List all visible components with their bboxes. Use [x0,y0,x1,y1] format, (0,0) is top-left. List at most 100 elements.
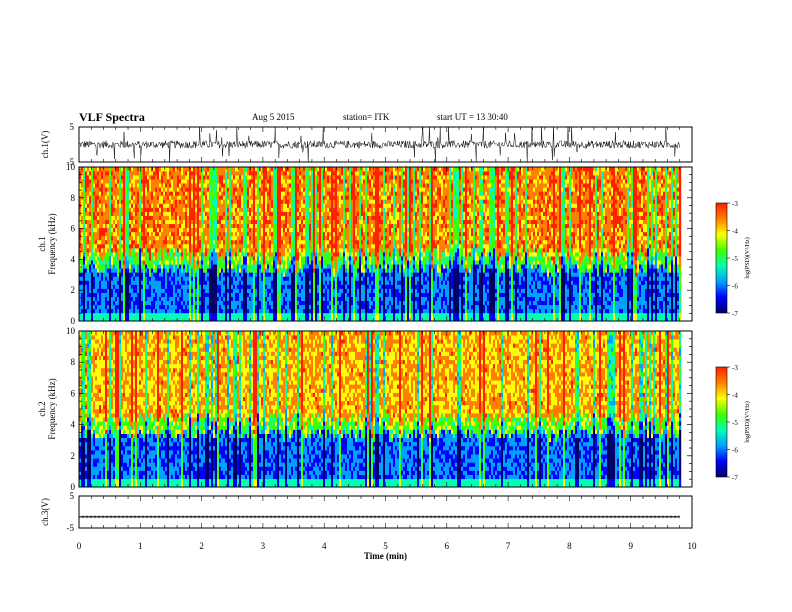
spectrogram-ch1-cell [81,301,83,305]
spectrogram-ch1-cell [97,232,99,236]
spectrogram-ch1-cell [153,179,155,183]
spectrogram-ch1-cell [277,191,279,195]
spectrogram-ch1-cell [305,268,307,272]
spectrogram-ch1-cell [165,272,167,276]
spectrogram-ch1-cell [197,232,199,236]
spectrogram-ch1-cell [275,313,277,317]
spectrogram-ch1-cell [213,264,215,268]
spectrogram-ch1-cell [143,280,145,284]
spectrogram-ch1-cell [201,293,203,297]
spectrogram-ch1-cell [91,272,93,276]
spectrogram-ch1-cell [207,260,209,264]
spectrogram-ch1-cell [135,191,137,195]
spectrogram-ch1-cell [279,228,281,232]
spectrogram-ch1-cell [135,208,137,212]
spectrogram-ch1-cell [191,244,193,248]
spectrogram-ch1-cell [97,171,99,175]
spectrogram-ch1-cell [251,276,253,280]
spectrogram-ch1-cell [219,224,221,228]
spectrogram-ch1-cell [81,199,83,203]
spectrogram-ch1-cell [225,309,227,313]
spectrogram-ch1-cell [173,175,175,179]
spectrogram-ch1-cell [209,313,211,317]
spectrogram-ch1-cell [143,232,145,236]
spectrogram-ch1-cell [221,301,223,305]
spectrogram-ch1-cell [203,297,205,301]
spectrogram-ch1-cell [109,285,111,289]
spectrogram-ch1-cell [99,272,101,276]
spectrogram-ch1-cell [111,301,113,305]
spectrogram-ch1-cell [131,171,133,175]
spectrogram-ch1-cell [125,309,127,313]
spectrogram-ch1-cell [221,244,223,248]
spectrogram-ch1-cell [329,167,331,171]
spectrogram-ch1-cell [131,313,133,317]
spectrogram-ch1-cell [155,272,157,276]
spectrogram-ch1-cell [209,289,211,293]
spectrogram-ch1-cell [317,244,319,248]
spectrogram-ch1-cell [157,240,159,244]
spectrogram-ch1-cell [177,175,179,179]
spectrogram-ch1-cell [131,305,133,309]
spectrogram-ch1-cell [135,285,137,289]
spectrogram-ch1-cell [147,167,149,171]
spectrogram-ch1-cell [179,264,181,268]
spectrogram-ch1-cell [147,183,149,187]
spectrogram-ch1-cell [307,260,309,264]
spectrogram-ch1-cell [149,264,151,268]
spectrogram-ch1-cell [277,203,279,207]
spectrogram-ch1-cell [135,313,137,317]
spectrogram-ch1-cell [233,167,235,171]
spectrogram-ch1-cell [273,285,275,289]
spectrogram-ch1-cell [153,203,155,207]
spectrogram-ch1-cell [265,260,267,264]
spectrogram-ch1-cell [133,216,135,220]
spectrogram-ch1-cell [301,203,303,207]
spectrogram-ch1-cell [133,256,135,260]
spectrogram-ch1-cell [277,289,279,293]
spectrogram-ch1-cell [299,301,301,305]
spectrogram-ch1-cell [275,285,277,289]
spectrogram-ch1-cell [329,199,331,203]
spectrogram-ch1-cell [91,175,93,179]
spectrogram-ch1-cell [329,187,331,191]
spectrogram-ch1-cell [99,309,101,313]
spectrogram-ch1-cell [121,191,123,195]
spectrogram-ch1-cell [177,285,179,289]
spectrogram-ch1-cell [135,232,137,236]
spectrogram-ch1-cell [245,272,247,276]
spectrogram-ch1-cell [315,232,317,236]
waveform-ch1-trace [79,127,680,162]
spectrogram-ch1-cell [189,240,191,244]
spectrogram-ch1-cell [299,264,301,268]
spectrogram-ch1-cell [331,191,333,195]
spectrogram-ch1-cell [143,191,145,195]
spectrogram-ch1-cell [97,183,99,187]
spectrogram-ch1-cell [213,236,215,240]
spectrogram-ch1-cell [239,199,241,203]
spectrogram-ch1-cell [225,244,227,248]
spectrogram-ch1-cell [81,252,83,256]
spectrogram-ch1-cell [323,244,325,248]
spectrogram-ch1-cell [113,224,115,228]
spectrogram-ch1-cell [225,224,227,228]
spectrogram-ch1-cell [165,305,167,309]
spectrogram-ch1-cell [263,240,265,244]
spectrogram-ch1-cell [123,199,125,203]
spectrogram-ch1-cell [267,276,269,280]
spectrogram-ch1-cell [233,297,235,301]
spectrogram-ch1-cell [223,301,225,305]
spectrogram-ch1-cell [91,191,93,195]
spectrogram-ch1-cell [97,313,99,317]
spectrogram-ch1-cell [297,260,299,264]
spectrogram-ch1-cell [297,297,299,301]
spectrogram-ch1-cell [261,280,263,284]
spectrogram-ch1-cell [231,268,233,272]
spectrogram-ch1-cell [309,179,311,183]
spectrogram-ch1-cell [331,216,333,220]
spectrogram-ch1-cell [191,220,193,224]
spectrogram-ch1-cell [163,280,165,284]
spectrogram-ch1-cell [105,272,107,276]
spectrogram-ch1-cell [213,203,215,207]
spectrogram-ch1-cell [183,297,185,301]
